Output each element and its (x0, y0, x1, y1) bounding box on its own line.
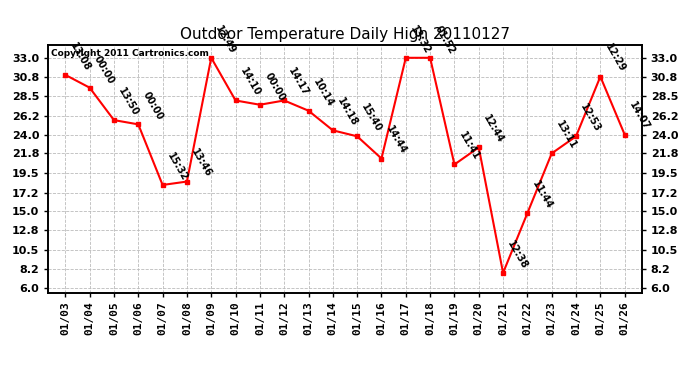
Text: 14:18: 14:18 (335, 96, 359, 128)
Text: 14:07: 14:07 (627, 100, 651, 132)
Text: 00:00: 00:00 (92, 54, 116, 86)
Text: 13:11: 13:11 (554, 119, 578, 151)
Text: 01:52: 01:52 (433, 24, 457, 56)
Text: 14:44: 14:44 (384, 124, 408, 156)
Text: 12:53: 12:53 (578, 102, 602, 134)
Text: 14:10: 14:10 (238, 66, 262, 98)
Text: 10:14: 10:14 (311, 76, 335, 108)
Text: 12:49: 12:49 (214, 24, 238, 56)
Text: 14:17: 14:17 (286, 66, 310, 98)
Text: Copyright 2011 Cartronics.com: Copyright 2011 Cartronics.com (51, 49, 209, 58)
Title: Outdoor Temperature Daily High 20110127: Outdoor Temperature Daily High 20110127 (180, 27, 510, 42)
Text: 13:46: 13:46 (189, 147, 213, 179)
Text: 15:32: 15:32 (165, 151, 189, 183)
Text: 11:41: 11:41 (457, 130, 481, 162)
Text: 12:44: 12:44 (481, 113, 505, 145)
Text: 12:29: 12:29 (603, 42, 627, 74)
Text: 13:08: 13:08 (68, 40, 92, 73)
Text: 00:00: 00:00 (262, 70, 286, 102)
Text: 00:00: 00:00 (141, 90, 165, 122)
Text: 12:38: 12:38 (506, 238, 530, 271)
Text: 11:44: 11:44 (530, 179, 554, 211)
Text: 13:32: 13:32 (408, 24, 433, 56)
Text: 15:40: 15:40 (359, 102, 384, 134)
Text: 13:50: 13:50 (117, 86, 141, 118)
